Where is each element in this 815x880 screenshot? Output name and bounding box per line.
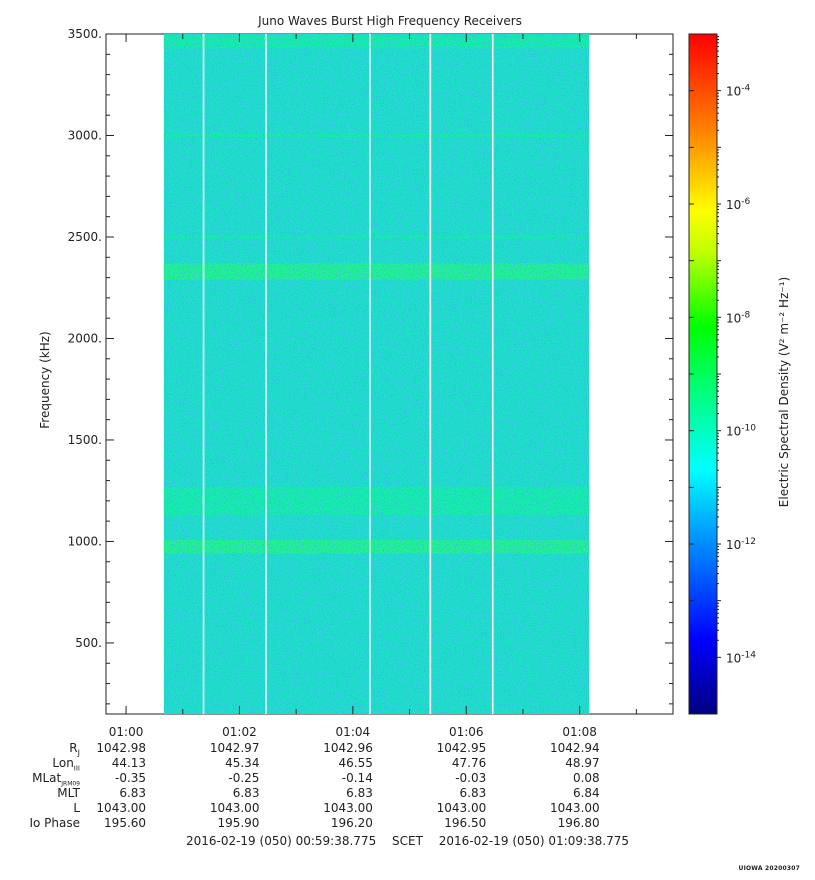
ephem-l-value: 1043.00	[323, 801, 373, 815]
y-tick-label: 2500.	[68, 230, 102, 244]
colorbar-ticks: 10-14 10-12 10-10 10-8 10-6 10-4	[689, 36, 756, 665]
scet-start: 2016-02-19 (050) 00:59:38.775	[185, 834, 377, 848]
ephem-rj-value: 1042.94	[550, 741, 600, 755]
ephem-lon-value: 46.55	[338, 756, 373, 770]
data-gap-2	[369, 34, 371, 714]
ephem-mlat-value: 0.08	[572, 771, 600, 785]
x-tick-label: 01:02	[222, 725, 257, 739]
y-tick-label: 1500.	[68, 433, 102, 447]
ephem-mlt-value: 6.83	[119, 786, 147, 800]
ephem-lon-value: 44.13	[111, 756, 147, 770]
data-gap-3	[429, 34, 432, 714]
ephem-rj-value: 1042.95	[436, 741, 487, 755]
colorbar-tick-label: 10-14	[726, 650, 756, 665]
mlt-label: MLT	[57, 786, 80, 800]
ephem-l-value: 1043.00	[96, 801, 147, 815]
y-axis-label: Frequency (kHz)	[38, 331, 52, 428]
y-tick-label: 3000.	[68, 128, 102, 142]
x-axis: 01:00 01:02 01:04 01:06 01:08	[109, 34, 637, 739]
ephem-lon-value: 45.34	[225, 756, 260, 770]
y-axis: 500. 1000. 1500. 2000. 2500. 3000. 3500.	[68, 27, 673, 705]
ephem-l-value: 1043.00	[436, 801, 487, 815]
colorbar-tick-label: 10-6	[726, 197, 751, 212]
watermark-stamp: UIOWA 20200307	[738, 865, 800, 872]
spectrogram-noise	[163, 34, 590, 714]
x-tick-label: 01:06	[449, 725, 484, 739]
colorbar-tick-label: 10-12	[726, 537, 756, 552]
ephem-l-value: 1043.00	[550, 801, 600, 815]
ephem-rj-value: 1042.96	[323, 741, 373, 755]
scet-range: 2016-02-19 (050) 00:59:38.775 SCET 2016-…	[0, 834, 815, 848]
colorbar-tick-label: 10-10	[726, 424, 756, 439]
x-tick-label: 01:00	[109, 725, 144, 739]
data-gap-0	[202, 34, 205, 714]
mlat-label: MLatJRM09	[32, 771, 80, 788]
rj-label: RJ	[69, 741, 80, 758]
ephem-lon-value: 47.76	[451, 756, 487, 770]
colorbar-label: Electric Spectral Density (V² m⁻² Hz⁻¹)	[777, 277, 791, 507]
ephem-io-value: 196.20	[330, 816, 373, 830]
ephem-mlt-value: 6.83	[346, 786, 373, 800]
ephem-mlt-value: 6.83	[232, 786, 260, 800]
spectrogram-data	[163, 34, 590, 714]
scet-label: SCET	[392, 834, 423, 848]
colorbar-tick-label: 10-8	[726, 310, 751, 325]
ephem-rj-value: 1042.98	[96, 741, 147, 755]
y-tick-label: 2000.	[68, 331, 102, 345]
y-tick-label: 1000.	[68, 534, 102, 548]
scet-end: 2016-02-19 (050) 01:09:38.775	[438, 834, 630, 848]
ephem-io-value: 196.50	[444, 816, 487, 830]
ephem-mlt-value: 6.83	[459, 786, 487, 800]
l-label: L	[73, 801, 80, 815]
chart-title: Juno Waves Burst High Frequency Receiver…	[257, 14, 522, 28]
ephem-rj-value: 1042.97	[209, 741, 260, 755]
ephem-io-value: 196.80	[557, 816, 600, 830]
ephem-l-value: 1043.00	[209, 801, 260, 815]
y-tick-label: 500.	[75, 636, 102, 650]
ephem-mlt-value: 6.84	[572, 786, 600, 800]
ephem-lon-value: 48.97	[565, 756, 600, 770]
io-phase-label: Io Phase	[29, 816, 80, 830]
ephem-io-value: 195.60	[104, 816, 147, 830]
ephem-mlat-value: -0.03	[455, 771, 487, 785]
x-tick-label: 01:08	[562, 725, 597, 739]
y-tick-label: 3500.	[68, 27, 102, 41]
data-gap-4	[491, 34, 494, 714]
data-gap-1	[265, 34, 267, 714]
x-tick-label: 01:04	[336, 725, 371, 739]
lon-label: LonIII	[52, 756, 80, 773]
ephem-mlat-value: -0.25	[228, 771, 260, 785]
ephem-mlat-value: -0.14	[341, 771, 373, 785]
ephem-mlat-value: -0.35	[114, 771, 147, 785]
colorbar-tick-label: 10-4	[726, 84, 751, 99]
ephem-io-value: 195.90	[217, 816, 260, 830]
